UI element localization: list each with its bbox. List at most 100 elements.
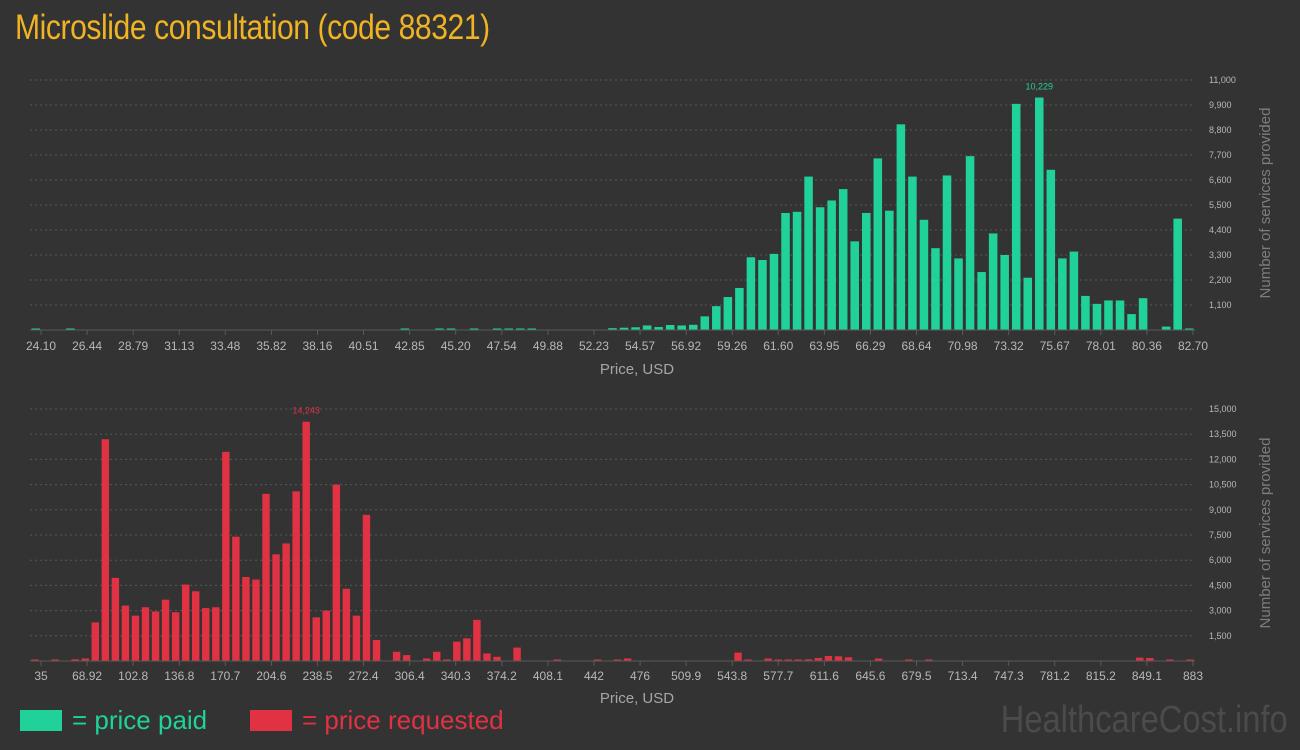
y-tick-label: 4,500 xyxy=(1209,580,1232,590)
bar xyxy=(758,260,767,330)
y-tick-label: 10,500 xyxy=(1209,480,1237,490)
bar xyxy=(677,325,686,330)
bar xyxy=(312,617,320,661)
bar xyxy=(784,659,792,661)
bar xyxy=(1146,657,1154,661)
bar xyxy=(141,607,150,661)
x-tick-label: 54.57 xyxy=(625,339,655,353)
bar xyxy=(1023,277,1033,330)
x-tick-label: 442 xyxy=(584,669,604,683)
x-tick-label: 306.4 xyxy=(395,669,425,683)
bar xyxy=(764,658,772,661)
x-tick-label: 40.51 xyxy=(349,339,379,353)
x-tick-label: 577.7 xyxy=(763,669,793,683)
y-tick-label: 15,000 xyxy=(1209,404,1237,414)
bar xyxy=(322,610,330,661)
bar xyxy=(931,248,940,330)
x-tick-label: 35 xyxy=(34,669,48,683)
x-tick-label: 272.4 xyxy=(349,669,379,683)
bar xyxy=(493,656,501,661)
bar xyxy=(91,622,99,661)
bar xyxy=(527,328,537,330)
bar xyxy=(988,233,998,330)
bar xyxy=(723,297,733,330)
bar xyxy=(202,608,210,661)
x-tick-label: 33.48 xyxy=(210,339,240,353)
bar xyxy=(1173,218,1182,330)
x-tick-label: 543.8 xyxy=(717,669,747,683)
y-tick-label: 1,100 xyxy=(1209,300,1232,310)
bar xyxy=(252,579,260,661)
bar xyxy=(171,612,180,661)
bar xyxy=(1115,300,1125,330)
bar xyxy=(1058,258,1067,330)
x-tick-label: 102.8 xyxy=(118,669,148,683)
bar xyxy=(792,211,802,330)
bar xyxy=(446,328,456,330)
y-tick-label: 3,000 xyxy=(1209,606,1232,616)
bar xyxy=(1136,657,1144,661)
bar xyxy=(101,439,110,661)
x-tick-label: 38.16 xyxy=(302,339,332,353)
bar xyxy=(504,328,513,330)
bar xyxy=(282,543,290,661)
bar xyxy=(774,659,782,661)
x-tick-label: 645.6 xyxy=(855,669,885,683)
bar xyxy=(908,176,917,330)
bar xyxy=(272,554,280,661)
y-tick-label: 7,700 xyxy=(1209,150,1232,160)
bar xyxy=(71,659,79,661)
x-tick-label: 849.1 xyxy=(1132,669,1162,683)
y-tick-label: 11,000 xyxy=(1209,75,1236,85)
y-tick-label: 5,500 xyxy=(1209,200,1232,210)
bar xyxy=(191,591,200,661)
bar xyxy=(31,659,39,661)
bar xyxy=(453,641,461,661)
bar xyxy=(896,124,906,331)
bar xyxy=(121,605,130,661)
x-tick-label: 63.95 xyxy=(809,339,839,353)
bar xyxy=(66,328,75,330)
x-tick-label: 883 xyxy=(1183,669,1203,683)
x-tick-label: 747.3 xyxy=(994,669,1024,683)
bar xyxy=(1127,314,1136,330)
x-tick-label: 56.92 xyxy=(671,339,701,353)
bar xyxy=(838,189,848,330)
bar xyxy=(1161,326,1171,330)
x-tick-label: 42.85 xyxy=(395,339,425,353)
bar xyxy=(794,659,803,661)
x-tick-label: 59.26 xyxy=(717,339,747,353)
bar xyxy=(613,659,622,661)
bar xyxy=(977,272,986,330)
bar xyxy=(735,287,744,330)
bar xyxy=(332,484,341,661)
x-tick-label: 52.23 xyxy=(579,339,609,353)
bar xyxy=(81,658,89,661)
bar xyxy=(861,212,871,330)
bar xyxy=(815,207,825,330)
bar xyxy=(473,619,481,661)
x-axis-label: Price, USD xyxy=(600,690,674,707)
x-tick-label: 35.82 xyxy=(256,339,286,353)
bar xyxy=(492,328,502,330)
bar xyxy=(443,659,451,661)
bar xyxy=(1092,303,1102,330)
y-tick-label: 13,500 xyxy=(1209,429,1237,439)
bar xyxy=(623,658,632,661)
bar xyxy=(746,257,756,330)
bar xyxy=(1046,169,1056,330)
x-tick-label: 68.64 xyxy=(902,339,932,353)
bar xyxy=(850,241,859,330)
bar xyxy=(469,328,479,330)
x-tick-label: 82.70 xyxy=(1178,339,1208,353)
bar xyxy=(700,316,710,330)
y-tick-label: 1,500 xyxy=(1209,631,1232,641)
legend-paid: = price paid xyxy=(20,705,207,736)
legend-paid-swatch xyxy=(20,710,62,731)
bar xyxy=(1186,659,1194,661)
y-tick-label: 7,500 xyxy=(1209,530,1232,540)
bar xyxy=(161,599,170,661)
y-tick-label: 3,300 xyxy=(1209,250,1232,260)
x-axis-label: Price, USD xyxy=(600,361,674,378)
bar xyxy=(151,611,160,661)
